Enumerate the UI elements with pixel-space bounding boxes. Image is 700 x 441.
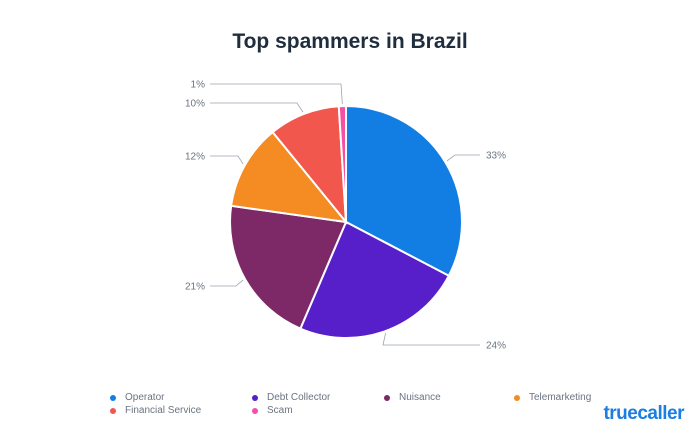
leader-line [210,155,244,165]
legend-item-financial-service[interactable]: Financial Service [110,405,201,416]
legend-dot-icon [110,394,116,401]
data-label: 10% [185,99,205,110]
legend-label: Operator [125,392,165,403]
legend-label: Telemarketing [529,392,592,403]
data-label: 33% [486,151,506,162]
legend-label: Scam [267,405,293,416]
leader-line [210,279,244,287]
legend-label: Financial Service [125,405,202,416]
legend-dot-icon [252,407,258,414]
leader-line [210,102,304,113]
pie-slice-debt-collector[interactable] [299,220,451,339]
legend-dot-icon [110,407,116,414]
pie-slice-operator[interactable] [345,104,463,278]
data-label: 1% [191,80,206,91]
data-label: 12% [185,152,205,163]
chart-title: Top spammers in Brazil [232,30,468,53]
legend-dot-icon [384,394,390,401]
leader-line [210,83,343,105]
pie-slice-financial-service[interactable] [271,105,348,226]
data-label: 24% [486,341,506,352]
data-label: 21% [185,282,205,293]
legend-label: Nuisance [399,392,441,403]
legend-item-scam[interactable]: Scam [252,405,293,416]
leader-line [382,333,480,346]
leader-line [446,154,480,162]
legend-dot-icon [252,394,258,401]
legend-item-nuisance[interactable]: Nuisance [384,392,441,403]
legend-item-debt-collector[interactable]: Debt Collector [252,392,330,403]
truecaller-logo: truecaller [603,403,684,424]
legend-item-operator[interactable]: Operator [110,392,164,403]
pie-slice-nuisance[interactable] [229,204,348,330]
legend-label: Debt Collector [267,392,331,403]
legend-dot-icon [514,394,520,401]
legend-item-telemarketing[interactable]: Telemarketing [514,392,591,403]
pie-slice-telemarketing[interactable] [230,130,349,224]
pie-slice-scam[interactable] [337,104,347,223]
